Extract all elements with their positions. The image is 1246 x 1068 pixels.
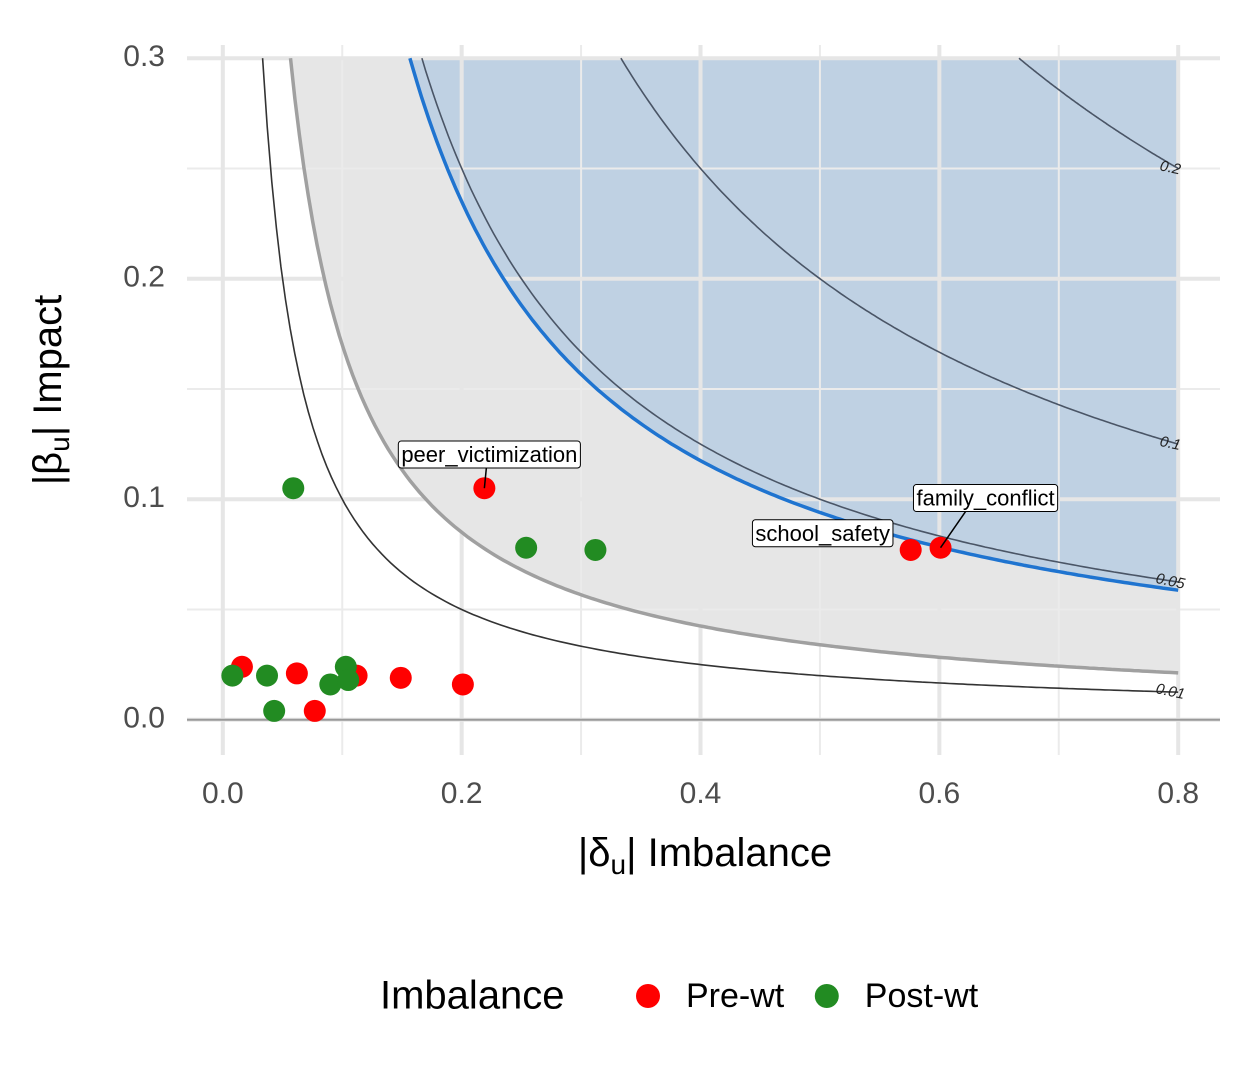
point [256, 664, 279, 687]
grid-layer [187, 45, 1220, 755]
y-tick-label: 0.3 [123, 40, 165, 73]
point [899, 538, 922, 561]
point-label-text: school_safety [755, 521, 890, 546]
contour-line [421, 57, 1179, 583]
contour-line [620, 57, 1179, 445]
contour-label: 0.01 [1154, 680, 1186, 703]
point [389, 666, 412, 689]
legend-label: Post-wt [865, 977, 979, 1015]
label-box [397, 440, 581, 469]
legend-title: Imbalance [380, 974, 565, 1018]
x-axis-title: |δu| Imbalance [578, 831, 832, 881]
contour-label: 0.2 [1158, 157, 1183, 178]
point-label-text: peer_victimization [401, 442, 577, 467]
y-tick-label: 0.1 [123, 481, 165, 514]
point-label: peer_victimization [397, 440, 581, 469]
point [451, 673, 474, 696]
x-tick-label: 0.2 [441, 777, 483, 810]
point [285, 662, 308, 685]
x-title-part: |δ [578, 831, 611, 875]
point [303, 699, 326, 722]
point [515, 536, 538, 559]
y-tick-label: 0.0 [123, 702, 165, 735]
point [221, 664, 244, 687]
label-box [751, 519, 894, 548]
legend-swatch [814, 984, 839, 1008]
y-title-sub: u [44, 436, 75, 452]
point-label: school_safety [751, 519, 894, 548]
y-axis-title: |βu| Impact [26, 295, 76, 486]
point [337, 669, 360, 692]
point [282, 477, 305, 500]
label-leader [483, 467, 488, 489]
shaded-region [409, 58, 1179, 591]
shading-layer [290, 58, 1179, 673]
label-box [912, 484, 1059, 513]
label-leader [939, 511, 967, 549]
x-tick-label: 0.8 [1157, 777, 1199, 810]
point [584, 538, 607, 561]
contour-label: 0.05 [1154, 570, 1187, 593]
y-tick-label: 0.2 [123, 261, 165, 294]
x-tick-label: 0.4 [680, 777, 722, 810]
curve-layer: 0.01 0.05 0.1 0.2 [187, 57, 1220, 721]
x-tick-label: 0.6 [918, 777, 960, 810]
legend: Imbalance Pre-wt Post-wt [380, 974, 979, 1018]
y-title-part: | Impact [26, 295, 70, 437]
x-tick-label: 0.0 [202, 777, 244, 810]
y-title-part: |β [26, 452, 70, 485]
contour-line [261, 58, 1179, 693]
threshold-curve [288, 58, 1179, 675]
legend-label: Pre-wt [686, 977, 785, 1015]
point-label: family_conflict [912, 484, 1059, 513]
point [319, 673, 342, 696]
point-layer: peer_victimization school_safety family_co… [221, 440, 1059, 722]
x-title-part: | Imbalance [626, 831, 832, 875]
threshold-curve [408, 57, 1179, 592]
contour-line [1018, 57, 1179, 170]
contour-label: 0.1 [1158, 433, 1182, 454]
point-label-text: family_conflict [916, 486, 1054, 511]
point [263, 699, 286, 722]
legend-swatch [636, 984, 660, 1008]
x-title-sub: u [611, 849, 627, 880]
